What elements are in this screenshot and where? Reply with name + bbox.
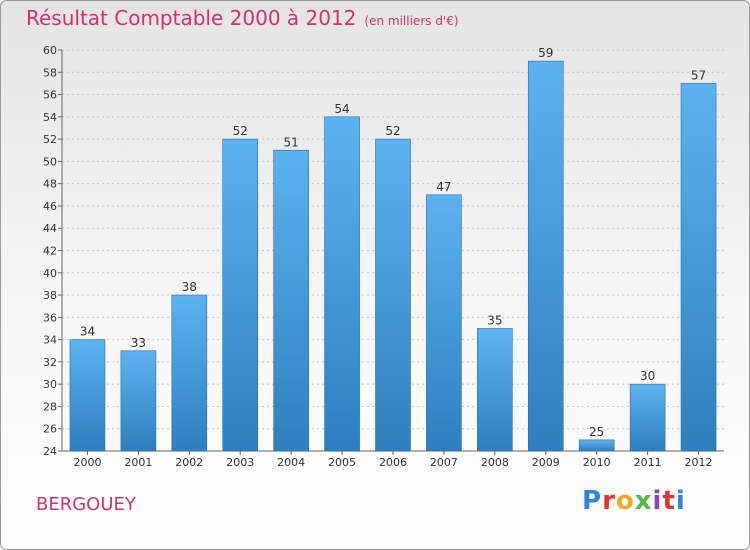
data-label: 51 xyxy=(284,135,299,149)
y-axis-ticks: 24 26 28 30 32 34 36 38 40 42 44 46 48 50 52 54 56 58 60 xyxy=(43,44,62,458)
x-tick-label: 2011 xyxy=(634,456,662,469)
bar xyxy=(222,138,259,452)
y-tick-label: 44 xyxy=(43,222,57,235)
x-tick-label: 2012 xyxy=(685,456,713,469)
y-tick-label: 58 xyxy=(43,66,57,79)
data-label: 35 xyxy=(487,313,502,327)
data-label: 33 xyxy=(131,336,146,350)
value-labels: 34 33 38 52 51 54 52 47 35 59 25 30 57 xyxy=(80,46,706,439)
bar xyxy=(426,194,462,452)
y-tick-label: 54 xyxy=(43,111,57,124)
y-tick-label: 38 xyxy=(43,289,57,302)
proxiti-logo: Proxiti xyxy=(582,486,686,516)
bar xyxy=(69,339,106,452)
logo-letter: x xyxy=(634,486,653,516)
logo-letter: P xyxy=(582,486,603,516)
x-tick-label: 2006 xyxy=(379,456,407,469)
y-tick-label: 40 xyxy=(43,267,57,280)
data-label: 30 xyxy=(640,369,655,383)
bar xyxy=(527,60,564,452)
y-tick-label: 60 xyxy=(43,44,57,57)
data-label: 25 xyxy=(589,425,604,439)
bar xyxy=(273,149,309,452)
data-label: 52 xyxy=(385,124,400,138)
logo-letter: i xyxy=(675,486,686,516)
y-tick-label: 32 xyxy=(43,356,57,369)
x-tick-label: 2005 xyxy=(328,456,356,469)
x-tick-label: 2003 xyxy=(226,456,254,469)
data-label: 54 xyxy=(334,102,349,116)
data-label: 57 xyxy=(691,68,706,82)
x-tick-label: 2004 xyxy=(277,456,305,469)
x-tick-label: 2010 xyxy=(583,456,611,469)
x-tick-label: 2001 xyxy=(124,456,152,469)
data-label: 59 xyxy=(538,46,553,60)
x-tick-label: 2007 xyxy=(430,456,458,469)
y-tick-label: 28 xyxy=(43,400,57,413)
y-tick-label: 34 xyxy=(43,334,57,347)
data-label: 47 xyxy=(436,180,451,194)
y-tick-label: 52 xyxy=(43,133,57,146)
commune-name: BERGOUEY xyxy=(36,494,136,515)
y-tick-label: 46 xyxy=(43,200,57,213)
bar xyxy=(324,116,360,452)
data-label: 38 xyxy=(182,280,197,294)
bar xyxy=(375,138,411,452)
bars xyxy=(69,60,717,452)
logo-letter: r xyxy=(602,486,616,516)
y-tick-label: 42 xyxy=(43,245,57,258)
y-tick-label: 26 xyxy=(43,423,57,436)
logo-letter: o xyxy=(615,486,635,516)
data-label: 34 xyxy=(80,325,95,339)
data-label: 52 xyxy=(233,124,248,138)
chart-title: Résultat Comptable 2000 à 2012 (en millie… xyxy=(26,6,459,30)
logo-letter: i xyxy=(652,486,663,516)
y-tick-label: 24 xyxy=(43,445,57,458)
chart-title-text: Résultat Comptable 2000 à 2012 xyxy=(26,6,357,30)
y-tick-label: 30 xyxy=(43,378,57,391)
y-tick-label: 48 xyxy=(43,178,57,191)
logo-letter: t xyxy=(662,486,676,516)
x-axis-labels: 2000 2001 2002 2003 2004 2005 2006 2007 2008 2009… xyxy=(73,451,713,469)
bar xyxy=(477,328,513,452)
bar xyxy=(629,383,666,452)
bar xyxy=(578,439,615,452)
bar xyxy=(171,294,208,452)
y-tick-label: 36 xyxy=(43,311,57,324)
y-tick-label: 56 xyxy=(43,89,57,102)
bar xyxy=(120,350,157,452)
chart-subtitle: (en milliers d'€) xyxy=(364,14,459,28)
x-tick-label: 2008 xyxy=(481,456,509,469)
x-tick-label: 2009 xyxy=(532,456,560,469)
bar xyxy=(680,83,717,452)
x-tick-label: 2002 xyxy=(175,456,203,469)
y-tick-label: 50 xyxy=(43,155,57,168)
x-tick-label: 2000 xyxy=(73,456,101,469)
